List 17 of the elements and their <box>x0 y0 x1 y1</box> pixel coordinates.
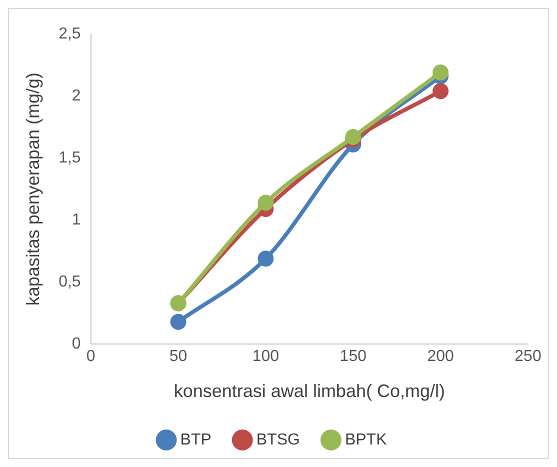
y-tick-label: 1 <box>72 212 81 229</box>
x-axis-title: konsentrasi awal limbah( Co,mg/l) <box>174 381 445 402</box>
x-tick-label: 200 <box>427 348 454 366</box>
legend-label: BTSG <box>256 431 300 448</box>
y-tick-label: 2 <box>72 87 81 104</box>
x-tick-label: 250 <box>514 348 542 366</box>
y-tick-label: 0 <box>72 336 81 353</box>
legend-label: BPTK <box>344 431 388 448</box>
y-axis-title: kapasitas penyerapan (mg/g) <box>22 72 43 306</box>
y-tick-label: 2,5 <box>58 25 81 42</box>
x-tick-label: 0 <box>86 348 96 366</box>
x-tick-label: 50 <box>169 348 188 366</box>
y-tick-label: 0,5 <box>58 274 81 291</box>
x-tick-label: 150 <box>340 348 367 366</box>
x-tick-label: 100 <box>252 348 280 366</box>
y-tick-label: 1,5 <box>58 149 81 166</box>
legend-label: BTP <box>180 431 212 448</box>
